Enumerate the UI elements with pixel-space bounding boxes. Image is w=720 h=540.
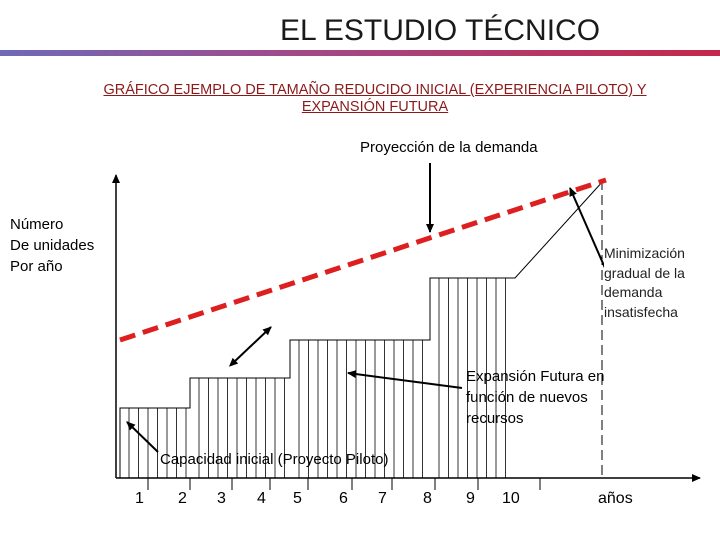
initial-capacity-label: Capacidad inicial (Proyecto Piloto) [160,451,389,468]
minimization-arrow [569,187,606,269]
x-tick-label: 7 [378,490,387,507]
y-axis-label-line-2: De unidades [10,237,95,254]
initial-capacity-arrow [126,421,159,453]
x-axis-ticks [147,478,541,490]
subtitle-line-2: EXPANSIÓN FUTURA [301,99,449,115]
page-title-text: EL ESTUDIO TÉCNICO [279,14,601,47]
x-tick-label: 6 [339,490,348,507]
step-double-arrow [228,326,272,367]
minimization-label: Minimización gradual de la demanda insat… [604,244,685,322]
x-tick-label: 8 [423,490,432,507]
demand-projection-line [119,177,607,343]
minimization-label-line-2: gradual de la [604,264,685,281]
capacity-step-outline [119,179,605,478]
y-axis-label-line-1: Número [10,216,64,233]
expansion-label-line-1: Expansión Futura en [466,368,605,385]
page-title: EL ESTUDIO TÉCNICO [0,14,720,48]
expansion-label-line-2: función de nuevos [466,389,588,406]
x-axis-unit-label: años [598,490,633,507]
x-tick-label: 5 [293,490,302,507]
expansion-arrow [347,370,463,389]
expansion-label: Expansión Futura en función de nuevos re… [466,366,604,429]
y-axis-label: Número De unidades Por año [10,214,94,277]
x-tick-label: 4 [257,490,266,507]
demand-projection-label: Proyección de la demanda [360,139,538,156]
minimization-label-line-3: demanda [604,284,663,300]
title-bar [0,0,720,56]
capacity-hatch-lines [128,278,506,478]
diagram-subtitle: GRÁFICO EJEMPLO DE TAMAÑO REDUCIDO INICI… [40,82,710,116]
subtitle-line-1: GRÁFICO EJEMPLO DE TAMAÑO REDUCIDO INICI… [103,82,647,98]
x-tick-label: 1 [135,490,144,507]
title-accent-bar [0,50,720,56]
minimization-label-line-4: insatisfecha [604,303,678,320]
x-tick-label: 10 [502,490,520,507]
x-tick-label: 9 [466,490,475,507]
expansion-label-line-3: recursos [466,410,524,427]
x-tick-label: 2 [178,490,187,507]
x-tick-label: 3 [217,490,226,507]
y-axis-label-line-3: Por año [10,258,63,275]
minimization-label-line-1: Minimización [604,245,685,261]
